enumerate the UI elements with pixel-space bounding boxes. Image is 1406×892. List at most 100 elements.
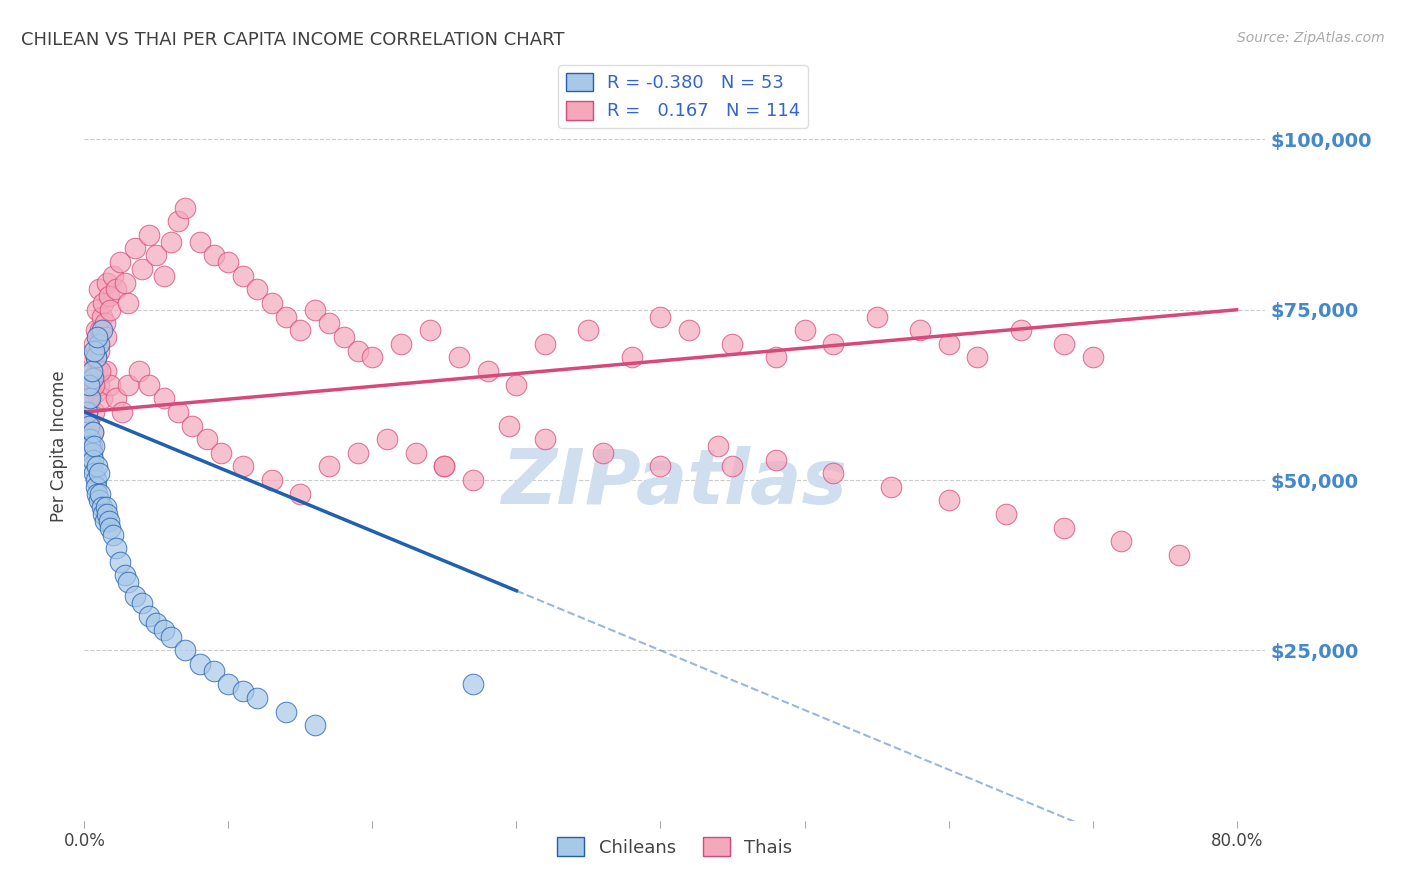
Point — [152, 268, 174, 283]
Point — [405, 446, 427, 460]
Point — [97, 289, 120, 303]
Point — [77, 392, 100, 406]
Point — [274, 705, 297, 719]
Point — [90, 392, 112, 406]
Point — [77, 377, 100, 392]
Point — [117, 296, 139, 310]
Point — [96, 276, 118, 290]
Point — [880, 480, 903, 494]
Point — [823, 336, 845, 351]
Point — [534, 432, 557, 446]
Point — [91, 507, 114, 521]
Point — [83, 336, 105, 351]
Point — [114, 568, 136, 582]
Point — [260, 296, 283, 310]
Point — [79, 392, 101, 406]
Point — [159, 630, 181, 644]
Point — [290, 486, 312, 500]
Point — [145, 616, 167, 631]
Point — [80, 459, 103, 474]
Point — [347, 446, 370, 460]
Point — [79, 392, 101, 406]
Point — [159, 235, 181, 249]
Point — [260, 473, 283, 487]
Point — [505, 377, 527, 392]
Point — [86, 302, 108, 317]
Point — [98, 521, 121, 535]
Point — [477, 364, 499, 378]
Point — [94, 364, 117, 378]
Point — [152, 623, 174, 637]
Point — [111, 405, 134, 419]
Point — [90, 310, 112, 324]
Point — [76, 405, 98, 419]
Point — [181, 418, 204, 433]
Point — [131, 261, 153, 276]
Point — [1168, 548, 1191, 562]
Point — [80, 371, 103, 385]
Point — [765, 452, 787, 467]
Point — [83, 467, 105, 481]
Point — [93, 514, 115, 528]
Point — [79, 439, 101, 453]
Point — [83, 377, 105, 392]
Point — [578, 323, 600, 337]
Point — [1081, 351, 1104, 365]
Point — [86, 459, 108, 474]
Point — [77, 418, 100, 433]
Point — [865, 310, 887, 324]
Point — [195, 432, 218, 446]
Point — [84, 480, 107, 494]
Point — [592, 446, 614, 460]
Point — [707, 439, 730, 453]
Point — [498, 418, 520, 433]
Point — [188, 235, 211, 249]
Point — [217, 255, 239, 269]
Point — [304, 302, 326, 317]
Point — [87, 282, 110, 296]
Point — [86, 486, 108, 500]
Point — [89, 323, 111, 337]
Point — [1053, 521, 1076, 535]
Point — [138, 377, 160, 392]
Point — [650, 310, 672, 324]
Point — [793, 323, 815, 337]
Point — [202, 248, 225, 262]
Point — [82, 452, 104, 467]
Point — [318, 459, 340, 474]
Point — [90, 500, 112, 515]
Point — [232, 459, 254, 474]
Point — [217, 677, 239, 691]
Point — [167, 405, 190, 419]
Point — [1010, 323, 1032, 337]
Point — [124, 589, 146, 603]
Point — [98, 302, 121, 317]
Point — [620, 351, 643, 365]
Point — [232, 268, 254, 283]
Point — [84, 351, 107, 365]
Point — [76, 405, 98, 419]
Point — [80, 446, 103, 460]
Point — [101, 527, 124, 541]
Point — [89, 364, 111, 378]
Point — [82, 371, 104, 385]
Point — [105, 282, 128, 296]
Point — [94, 500, 117, 515]
Point — [290, 323, 312, 337]
Point — [84, 384, 107, 399]
Point — [138, 227, 160, 242]
Point — [83, 439, 105, 453]
Point — [86, 364, 108, 378]
Point — [138, 609, 160, 624]
Point — [82, 425, 104, 440]
Point — [419, 323, 441, 337]
Text: ZIPatlas: ZIPatlas — [502, 447, 848, 520]
Point — [938, 493, 960, 508]
Point — [82, 351, 104, 365]
Y-axis label: Per Capita Income: Per Capita Income — [51, 370, 69, 522]
Point — [87, 343, 110, 358]
Point — [246, 691, 269, 706]
Point — [938, 336, 960, 351]
Point — [87, 377, 110, 392]
Point — [84, 351, 107, 365]
